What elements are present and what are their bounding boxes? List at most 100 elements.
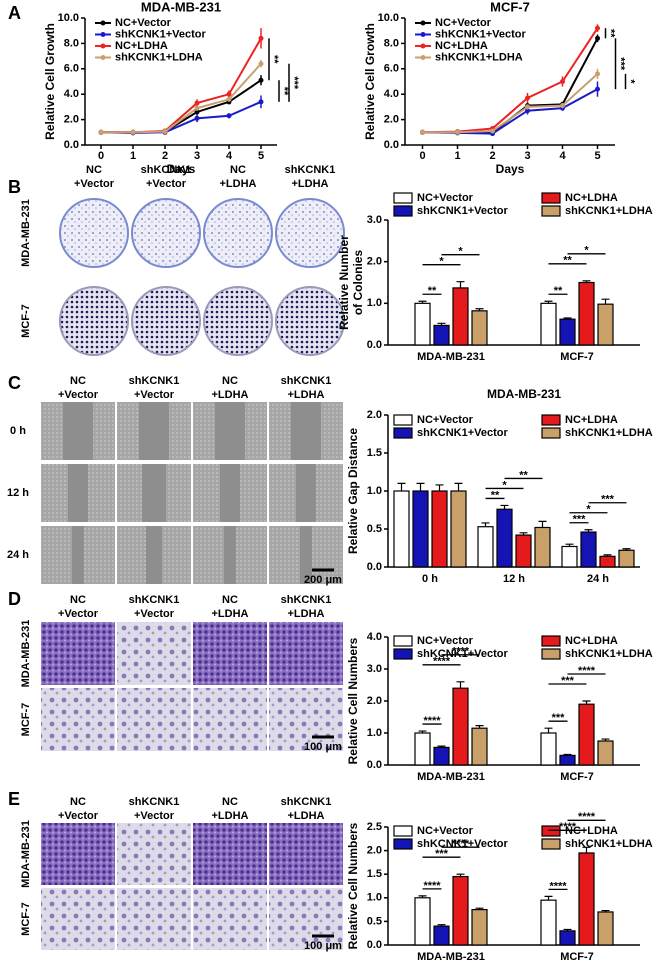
row-label: MDA-MB-231: [20, 620, 32, 688]
legend-label: NC+LDHA: [565, 635, 618, 647]
error-bar: [475, 308, 484, 311]
y-axis-label: Relative Number: [337, 235, 351, 330]
error-bar: [397, 482, 406, 491]
bar: [580, 531, 597, 568]
significance-label: **: [491, 489, 500, 501]
bar: [578, 852, 595, 946]
micrograph: [193, 888, 267, 950]
bar: [414, 732, 431, 766]
error-bar: [601, 298, 610, 305]
panel-letter: C: [8, 373, 21, 393]
micrograph: [41, 688, 115, 751]
significance-label: *: [439, 256, 444, 268]
error-bar: [563, 753, 572, 756]
error-bar: [500, 504, 509, 510]
legend-label: NC+LDHA: [565, 192, 618, 204]
y-tick-label: 0.5: [367, 915, 382, 927]
culture-dish: [203, 286, 273, 356]
x-tick-label: 2: [162, 150, 168, 162]
error-bar: [437, 745, 446, 748]
y-axis-label: Relative Cell Numbers: [346, 822, 360, 949]
legend-swatch: [541, 838, 561, 850]
data-point: [560, 79, 565, 84]
column-header: NC: [70, 594, 86, 606]
column-header: shKCNK1: [281, 375, 332, 387]
significance-label: ***: [561, 675, 575, 687]
chart-title: MCF-7: [490, 0, 530, 14]
legend-label: NC+Vector: [115, 17, 172, 29]
legend-label: shKCNK1+Vector: [435, 28, 527, 40]
row-label: 24 h: [7, 549, 29, 561]
significance-label: *: [502, 479, 507, 491]
column-header: +Vector: [134, 810, 175, 822]
significance-label: ***: [601, 494, 615, 506]
column-header: +LDHA: [288, 810, 325, 822]
legend-marker: [100, 55, 106, 60]
column-header: +LDHA: [212, 810, 249, 822]
significance-label: ****: [423, 715, 441, 727]
x-tick-label: 1: [130, 150, 136, 162]
bar: [559, 318, 576, 346]
micrograph: [269, 688, 343, 751]
bar: [540, 732, 557, 766]
error-bar: [563, 928, 572, 931]
bar: [452, 687, 469, 766]
row-label: MCF-7: [20, 703, 32, 737]
y-tick-label: 8.0: [384, 37, 399, 49]
column-header: NC: [222, 594, 238, 606]
x-tick-label: MCF-7: [560, 351, 594, 363]
column-header: shKCNK1: [141, 164, 192, 176]
bar: [515, 534, 532, 568]
error-bar: [475, 907, 484, 910]
x-tick-label: 1: [454, 150, 460, 162]
bar: [452, 875, 469, 946]
wound-gap: [220, 464, 240, 522]
column-header: NC: [70, 796, 86, 808]
error-bar: [582, 846, 591, 853]
column-header: shKCNK1: [129, 796, 180, 808]
data-point: [194, 109, 200, 115]
legend-swatch: [541, 427, 561, 439]
panel-letter: D: [8, 589, 21, 609]
y-tick-label: 8.0: [64, 37, 79, 49]
legend-marker: [100, 20, 106, 26]
significance-label: ***: [435, 848, 449, 860]
wound-gap: [63, 402, 93, 460]
data-point: [525, 95, 530, 101]
x-tick-label: 12 h: [503, 573, 525, 585]
y-tick-label: 10.0: [378, 12, 399, 24]
error-bar: [481, 522, 490, 527]
column-header: +LDHA: [288, 608, 325, 620]
column-header: NC: [222, 796, 238, 808]
micrograph: [269, 823, 343, 885]
error-bar: [544, 300, 553, 304]
legend-swatch: [541, 648, 561, 660]
error-bar: [416, 482, 425, 491]
significance-label: ****: [423, 880, 441, 892]
y-axis-label: of Colonies: [351, 250, 365, 316]
legend-label: NC+LDHA: [115, 40, 168, 52]
scale-bar-label: 200 μm: [304, 574, 342, 586]
x-tick-label: 0: [419, 150, 425, 162]
culture-dish: [59, 198, 129, 268]
micrograph: [117, 688, 191, 751]
data-point: [525, 108, 530, 114]
panel-letter: A: [8, 3, 21, 23]
bar: [578, 281, 595, 346]
legend-swatch: [393, 635, 413, 647]
x-tick-label: 5: [258, 150, 264, 162]
x-tick-label: 0 h: [422, 573, 438, 585]
culture-dish: [275, 198, 345, 268]
error-bar: [582, 280, 591, 283]
legend-label: shKCNK1+LDHA: [565, 205, 653, 217]
significance-label: **: [563, 255, 572, 267]
legend-swatch: [393, 205, 413, 217]
error-bar: [544, 895, 553, 901]
legend-swatch: [541, 825, 561, 837]
error-bar: [519, 532, 528, 536]
error-bar: [601, 738, 610, 741]
significance-label: **: [519, 469, 528, 481]
legend-swatch: [541, 414, 561, 426]
significance-label: ****: [578, 811, 596, 823]
error-bar: [435, 484, 444, 491]
